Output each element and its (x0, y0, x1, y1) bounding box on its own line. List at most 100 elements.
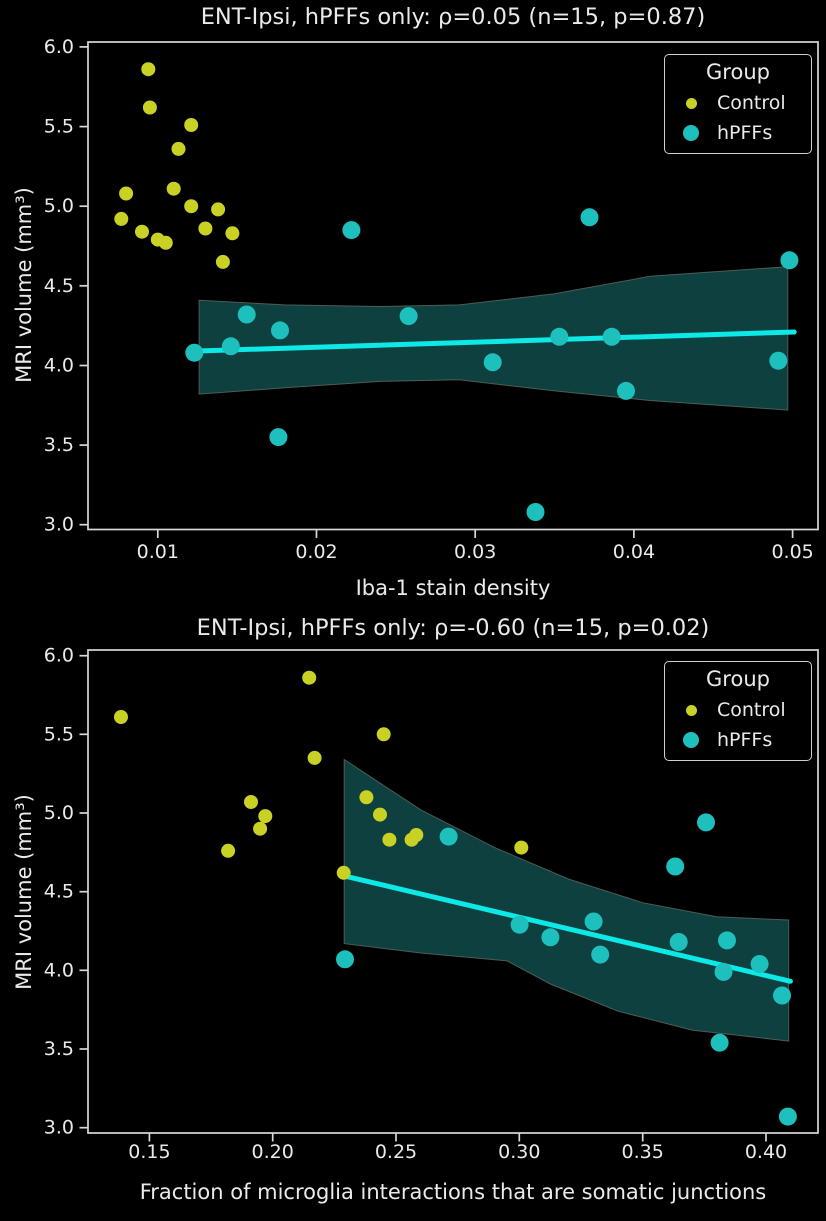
scatter-point-hpffs (237, 305, 256, 324)
figure-bottom-chart: ENT-Ipsi, hPFFs only: ρ=-0.60 (n=15, p=0… (0, 604, 826, 1221)
figure-top-chart: ENT-Ipsi, hPFFs only: ρ=0.05 (n=15, p=0.… (0, 0, 826, 604)
x-tick-label: 0.04 (613, 541, 655, 563)
x-tick-label: 0.30 (498, 1141, 540, 1163)
y-tick-label: 5.5 (44, 116, 74, 138)
scatter-point-control (184, 118, 199, 132)
scatter-point-control (244, 795, 258, 809)
y-tick-label: 6.0 (44, 36, 74, 58)
x-axis-label: Iba-1 stain density (355, 576, 551, 600)
y-tick-label: 3.5 (44, 434, 74, 456)
confidence-band (198, 266, 789, 411)
legend-label-hpffs: hPFFs (717, 729, 773, 751)
scatter-point-control (336, 865, 351, 880)
y-tick-label: 5.0 (44, 802, 74, 824)
scatter-point-hpffs (342, 221, 361, 240)
scatter-point-control (135, 224, 149, 239)
legend-title: Group (706, 667, 770, 691)
legend-label-control: Control (717, 699, 786, 721)
scatter-point-control (215, 254, 230, 269)
x-axis-label: Fraction of microglia interactions that … (139, 1180, 767, 1204)
plot-canvas: 0.15 0.20 0.25 0.30 0.35 0.40 6.0 5.5 5.0 4.5 4.0 3… (44, 645, 819, 1163)
x-tick-label: 0.02 (295, 541, 337, 563)
scatter-point-control (382, 832, 397, 847)
x-tick-label: 0.05 (771, 541, 813, 563)
scatter-point-hpffs (591, 945, 610, 964)
regression-line (191, 329, 797, 354)
scatter-point-control (158, 235, 173, 250)
scatter-point-control (119, 186, 134, 201)
scatter-point-hpffs (550, 327, 569, 346)
scatter-point-control (376, 727, 391, 742)
scatter-point-control (359, 790, 374, 805)
scatter-point-control (184, 199, 199, 214)
y-tick-label: 3.0 (44, 514, 74, 536)
control-marker-icon (685, 97, 697, 109)
chart-title: ENT-Ipsi, hPFFs only: ρ=-0.60 (n=15, p=0… (196, 615, 710, 641)
scatter-point-hpffs (541, 928, 560, 947)
scatter-point-control (171, 141, 186, 156)
x-tick-label: 0.40 (745, 1141, 787, 1163)
scatter-point-hpffs (666, 857, 685, 876)
y-tick-label: 5.5 (44, 723, 74, 745)
hpffs-marker-icon (683, 125, 699, 141)
y-axis-label: MRI volume (mm³) (12, 187, 36, 383)
y-tick-label: 4.5 (44, 275, 74, 297)
scatter-point-hpffs (778, 1107, 797, 1126)
legend-label-hpffs: hPFFs (717, 122, 773, 144)
legend-item-control: Control (665, 695, 811, 725)
scatter-point-hpffs (697, 813, 715, 832)
scatter-point-hpffs (580, 208, 599, 227)
hpffs-marker-icon (683, 732, 699, 748)
scatter-point-control (409, 828, 424, 842)
scatter-point-control (373, 807, 387, 822)
scatter-point-control (198, 221, 213, 236)
scatter-point-control (142, 100, 157, 115)
scatter-point-hpffs (584, 912, 603, 931)
regression-line (341, 873, 793, 984)
plot-canvas: 0.01 0.02 0.03 0.04 0.05 6.0 5.5 5.0 4.5 4.0 3.5 3.… (44, 36, 819, 563)
legend-handle (665, 704, 717, 716)
scatter-point-hpffs (185, 343, 204, 362)
scatter-point-hpffs (773, 986, 791, 1005)
scatter-point-control (114, 710, 128, 724)
scatter-point-control (211, 202, 226, 217)
y-tick-label: 3.0 (44, 1117, 74, 1139)
scatter-point-hpffs (271, 321, 289, 340)
legend: Group Control hPFFs (664, 661, 812, 761)
x-tick-label: 0.03 (454, 541, 496, 563)
scatter-point-hpffs (269, 428, 288, 447)
scatter-point-control (114, 211, 129, 226)
scatter-point-hpffs (510, 915, 529, 934)
x-tick-label: 0.20 (252, 1141, 294, 1163)
scatter-point-hpffs (714, 962, 733, 981)
scatter-point-hpffs (602, 327, 621, 346)
x-tick-label: 0.01 (137, 541, 179, 563)
legend-label-control: Control (717, 92, 786, 114)
scatter-point-hpffs (669, 933, 688, 951)
x-tick-label: 0.15 (128, 1141, 170, 1163)
scatter-point-hpffs (718, 931, 736, 950)
y-tick-label: 4.0 (44, 959, 74, 981)
y-tick-label: 4.5 (44, 881, 74, 903)
y-tick-label: 5.0 (44, 195, 74, 217)
legend-item-control: Control (665, 88, 811, 118)
scatter-point-control (258, 809, 273, 824)
scatter-point-control (141, 62, 156, 77)
x-tick-label: 0.35 (622, 1141, 664, 1163)
scatter-point-control (253, 821, 268, 836)
legend-item-hpffs: hPFFs (665, 725, 811, 755)
confidence-band (343, 758, 790, 1042)
legend-item-hpffs: hPFFs (665, 118, 811, 148)
scatter-point-control (307, 750, 322, 765)
scatter-point-hpffs (710, 1033, 729, 1052)
scatter-point-hpffs (399, 307, 418, 326)
legend-title: Group (706, 60, 770, 84)
scatter-point-hpffs (221, 337, 240, 356)
x-tick-label: 0.25 (375, 1141, 417, 1163)
scatter-point-hpffs (483, 353, 502, 372)
y-axis-label: MRI volume (mm³) (12, 794, 36, 990)
scatter-point-hpffs (526, 503, 545, 521)
scatter-point-control (514, 840, 529, 855)
scatter-point-hpffs (439, 827, 458, 846)
legend-handle (665, 125, 717, 141)
